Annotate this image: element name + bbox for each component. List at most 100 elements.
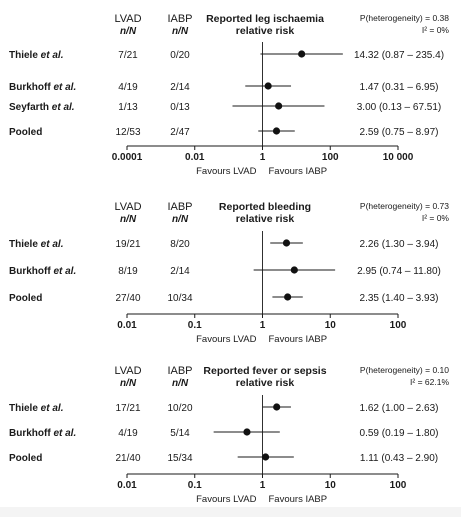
iabp-count: 2/14: [170, 82, 190, 93]
point-estimate: [290, 266, 298, 274]
favours-lvad-label: Favours LVAD: [196, 334, 257, 345]
point-estimate: [284, 293, 292, 301]
lvad-column-subheader: n/N: [120, 214, 137, 225]
x-tick-label: 0.1: [188, 480, 202, 491]
lvad-count: 1/13: [118, 102, 138, 113]
x-tick-label: 10 000: [383, 152, 414, 163]
study-label: Burkhoff et al.: [9, 266, 76, 277]
iabp-count: 15/34: [167, 453, 192, 464]
study-label: Thiele et al.: [9, 239, 63, 250]
study-label: Thiele et al.: [9, 403, 63, 414]
iabp-count: 5/14: [170, 428, 190, 439]
lvad-count: 21/40: [115, 453, 140, 464]
x-tick-label: 0.0001: [112, 152, 143, 163]
x-tick-label: 100: [390, 320, 407, 331]
lvad-count: 8/19: [118, 266, 138, 277]
relative-risk-label: 2.95 (0.74 – 11.80): [357, 266, 441, 277]
iabp-column-header: IABP: [167, 201, 192, 213]
heterogeneity-p-label: P(heterogeneity) = 0.38: [360, 13, 449, 23]
lvad-count: 17/21: [115, 403, 140, 414]
x-tick-label: 0.01: [117, 320, 137, 331]
study-label: Seyfarth et al.: [9, 102, 75, 113]
panel-title: Reported leg ischaemia: [206, 13, 324, 25]
point-estimate: [275, 102, 283, 110]
lvad-column-header: LVAD: [114, 13, 141, 25]
x-tick-label: 100: [322, 152, 339, 163]
favours-lvad-label: Favours LVAD: [196, 494, 257, 505]
panel-title: Reported fever or sepsis: [203, 365, 326, 377]
study-label: Burkhoff et al.: [9, 82, 76, 93]
point-estimate: [298, 50, 306, 58]
favours-lvad-label: Favours LVAD: [196, 166, 257, 177]
relative-risk-label: 3.00 (0.13 – 67.51): [357, 102, 442, 113]
relative-risk-label: 14.32 (0.87 – 235.4): [354, 50, 444, 61]
lvad-count: 27/40: [115, 293, 140, 304]
study-label: Pooled: [9, 293, 42, 304]
iabp-count: 2/14: [170, 266, 190, 277]
iabp-column-subheader: n/N: [172, 378, 189, 389]
heterogeneity-i2-label: I² = 0%: [422, 25, 450, 35]
study-label: Burkhoff et al.: [9, 428, 76, 439]
iabp-column-subheader: n/N: [172, 214, 189, 225]
lvad-count: 7/21: [118, 50, 138, 61]
point-estimate: [243, 428, 251, 436]
lvad-column-header: LVAD: [114, 201, 141, 213]
heterogeneity-p-label: P(heterogeneity) = 0.10: [360, 365, 449, 375]
lvad-count: 4/19: [118, 428, 138, 439]
point-estimate: [272, 127, 281, 135]
x-tick-label: 10: [325, 320, 337, 331]
favours-iabp-label: Favours IABP: [269, 166, 328, 177]
iabp-count: 0/13: [170, 102, 190, 113]
iabp-count: 2/47: [170, 127, 190, 138]
iabp-count: 10/20: [167, 403, 192, 414]
relative-risk-label: 2.26 (1.30 – 3.94): [360, 239, 439, 250]
point-estimate: [282, 239, 291, 247]
panel-title: relative risk: [236, 25, 295, 37]
point-estimate: [261, 453, 270, 461]
point-estimate: [264, 82, 272, 90]
lvad-column-header: LVAD: [114, 365, 141, 377]
bottom-strip: [0, 507, 461, 517]
study-label: Pooled: [9, 127, 42, 138]
favours-iabp-label: Favours IABP: [269, 334, 328, 345]
iabp-count: 10/34: [167, 293, 192, 304]
x-tick-label: 100: [390, 480, 407, 491]
heterogeneity-i2-label: I² = 0%: [422, 213, 450, 223]
iabp-count: 0/20: [170, 50, 190, 61]
lvad-count: 4/19: [118, 82, 138, 93]
x-tick-label: 1: [260, 320, 266, 331]
panel-title: relative risk: [236, 377, 295, 389]
heterogeneity-i2-label: I² = 62.1%: [410, 377, 449, 387]
heterogeneity-p-label: P(heterogeneity) = 0.73: [360, 201, 449, 211]
iabp-column-header: IABP: [167, 365, 192, 377]
lvad-column-subheader: n/N: [120, 26, 137, 37]
x-tick-label: 1: [260, 480, 266, 491]
point-estimate: [273, 403, 281, 411]
iabp-column-subheader: n/N: [172, 26, 189, 37]
iabp-count: 8/20: [170, 239, 190, 250]
lvad-count: 19/21: [115, 239, 140, 250]
relative-risk-label: 1.47 (0.31 – 6.95): [360, 82, 439, 93]
favours-iabp-label: Favours IABP: [269, 494, 328, 505]
panel-title: Reported bleeding: [219, 201, 311, 213]
lvad-column-subheader: n/N: [120, 378, 137, 389]
x-tick-label: 1: [260, 152, 266, 163]
lvad-count: 12/53: [115, 127, 140, 138]
iabp-column-header: IABP: [167, 13, 192, 25]
relative-risk-label: 2.59 (0.75 – 8.97): [360, 127, 439, 138]
study-label: Pooled: [9, 453, 42, 464]
x-tick-label: 10: [325, 480, 337, 491]
relative-risk-label: 0.59 (0.19 – 1.80): [360, 428, 439, 439]
x-tick-label: 0.01: [117, 480, 137, 491]
relative-risk-label: 1.62 (1.00 – 2.63): [360, 403, 439, 414]
x-tick-label: 0.1: [188, 320, 202, 331]
relative-risk-label: 1.11 (0.43 – 2.90): [360, 453, 438, 464]
x-tick-label: 0.01: [185, 152, 205, 163]
relative-risk-label: 2.35 (1.40 – 3.93): [360, 293, 439, 304]
panel-title: relative risk: [236, 213, 295, 225]
study-label: Thiele et al.: [9, 50, 63, 61]
